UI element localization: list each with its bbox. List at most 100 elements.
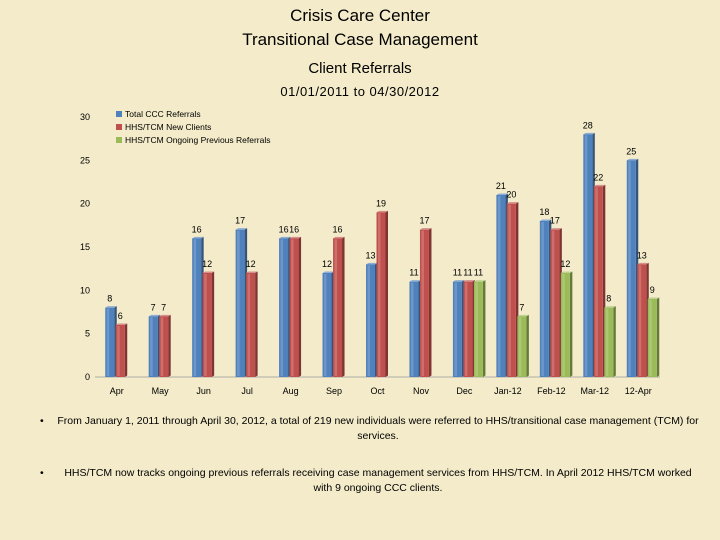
bar-top <box>289 236 302 239</box>
bar-highlight <box>518 317 522 376</box>
bar <box>289 236 302 377</box>
bar-top <box>506 202 519 204</box>
bar-face <box>148 316 158 377</box>
bar <box>148 314 161 377</box>
y-tick-label: 0 <box>85 372 90 382</box>
bar-top <box>115 323 128 325</box>
bar <box>626 158 639 377</box>
bar <box>409 280 421 377</box>
data-label: 7 <box>151 302 156 312</box>
data-label: 8 <box>606 294 611 304</box>
bar-top <box>496 193 508 195</box>
bar-face <box>604 307 614 377</box>
legend-label: HHS/TCM Ongoing Previous Referrals <box>125 135 271 145</box>
bar-top <box>452 280 465 282</box>
bar <box>159 314 171 377</box>
bar-face <box>105 307 115 377</box>
data-label: 28 <box>583 120 593 130</box>
bar-top <box>593 184 606 187</box>
data-label: 21 <box>496 181 506 191</box>
bar-side <box>526 314 529 377</box>
bar-top <box>333 236 345 239</box>
note-item: • HHS/TCM now tracks ongoing previous re… <box>40 466 700 496</box>
bar <box>279 236 291 377</box>
bar <box>550 228 562 377</box>
bar <box>202 271 215 377</box>
data-label: 12 <box>246 259 256 269</box>
bar-top <box>647 297 660 299</box>
bar-face <box>496 195 506 377</box>
bar-face <box>583 134 593 377</box>
x-tick-label: Dec <box>456 386 473 396</box>
bar-highlight <box>237 230 240 376</box>
bar-highlight <box>291 239 294 376</box>
bar-top <box>473 280 486 282</box>
x-tick-label: Feb-12 <box>537 386 566 396</box>
legend-label: Total CCC Referrals <box>125 109 201 119</box>
bar-top <box>105 306 117 308</box>
bar-top <box>539 219 552 221</box>
bar-top <box>550 228 562 230</box>
chart-title: Crisis Care Center <box>290 6 430 25</box>
bar-top <box>560 271 573 273</box>
bar-face <box>452 281 462 377</box>
bar-top <box>322 271 335 273</box>
data-label: 11 <box>474 268 483 278</box>
bar-face <box>560 273 570 377</box>
bar-highlight <box>508 204 511 376</box>
data-label: 7 <box>519 302 524 312</box>
bar-highlight <box>421 230 424 376</box>
x-tick-label: Aug <box>283 386 299 396</box>
bar-top <box>159 314 171 317</box>
data-label: 11 <box>463 268 472 278</box>
data-label: 17 <box>419 216 429 226</box>
data-label: 13 <box>637 250 647 260</box>
bar-highlight <box>595 187 598 376</box>
bar-top <box>366 262 378 265</box>
y-tick-label: 30 <box>80 112 90 122</box>
bar-side <box>482 280 486 377</box>
data-label: 12 <box>322 259 332 269</box>
bar-highlight <box>117 326 120 376</box>
bar-side <box>255 271 258 377</box>
legend-swatch <box>116 137 122 143</box>
bar-side <box>298 236 302 377</box>
bar-highlight <box>628 161 631 376</box>
bar-side <box>613 306 616 377</box>
data-label: 7 <box>161 302 166 312</box>
bar-side <box>385 210 388 377</box>
bar-highlight <box>541 222 544 376</box>
data-label: 9 <box>650 285 655 295</box>
bar-top <box>517 314 529 317</box>
bar-face <box>322 273 332 377</box>
data-label: 16 <box>192 224 202 234</box>
bar-top <box>419 228 432 230</box>
bar-face <box>626 160 636 377</box>
bar-face <box>192 238 202 377</box>
bar-face <box>506 203 516 377</box>
data-label: 20 <box>506 190 516 200</box>
bar <box>583 132 595 377</box>
data-label: 17 <box>550 216 560 226</box>
bar-face <box>202 273 212 377</box>
legend-swatch <box>116 111 122 117</box>
bar <box>637 262 649 377</box>
bar-face <box>115 325 125 377</box>
bar-face <box>366 264 375 377</box>
bar <box>452 280 465 377</box>
bar-side <box>124 323 128 377</box>
bar-chart: 0 5 10 15 20 25 30 Apr May Jun Jul Aug Sep Oct Nov Dec J… <box>80 109 660 396</box>
bar-face <box>517 316 527 377</box>
bar <box>366 262 378 377</box>
data-label: 16 <box>279 224 289 234</box>
x-tick-label: Jun <box>196 386 211 396</box>
bar-side <box>168 314 171 377</box>
bar-face <box>419 229 429 377</box>
data-label: 11 <box>409 268 418 278</box>
bar <box>496 193 508 377</box>
chart-caption: Client Referrals <box>308 60 412 77</box>
bar-highlight <box>410 282 414 376</box>
bar-highlight <box>605 308 609 376</box>
bar <box>235 228 248 377</box>
bar-top <box>202 271 215 273</box>
